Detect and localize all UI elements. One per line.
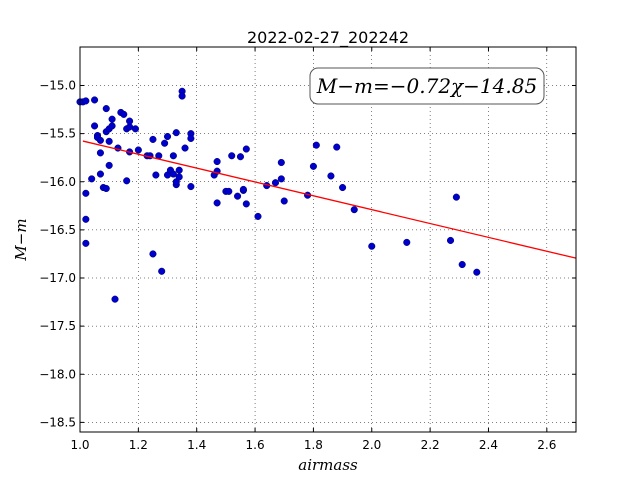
scatter-point <box>234 192 242 200</box>
scatter-point <box>82 189 90 197</box>
scatter-point <box>254 212 262 220</box>
scatter-point <box>123 177 131 185</box>
scatter-point <box>102 105 110 113</box>
x-tick-label: 1.2 <box>129 438 148 452</box>
scatter-point <box>120 110 128 118</box>
y-tick-label: −17.0 <box>39 271 76 285</box>
y-tick-label: −18.0 <box>39 367 76 381</box>
scatter-point <box>105 137 113 145</box>
scatter-point <box>213 199 221 207</box>
scatter-point <box>280 197 288 205</box>
scatter-point <box>96 149 104 157</box>
scatter-point <box>108 115 116 123</box>
scatter-point <box>242 200 250 208</box>
scatter-point <box>158 267 166 275</box>
scatter-point <box>327 172 335 180</box>
scatter-point <box>277 175 285 183</box>
y-tick-label: −16.0 <box>39 175 76 189</box>
scatter-point <box>163 132 172 141</box>
scatter-point <box>149 135 157 143</box>
scatter-point <box>312 141 320 149</box>
scatter-point <box>452 193 460 201</box>
scatter-point <box>149 250 157 258</box>
scatter-point <box>242 145 250 153</box>
chart-title: 2022-02-27_202242 <box>247 28 409 48</box>
scatter-point <box>187 134 195 142</box>
y-tick-label: −15.5 <box>39 127 76 141</box>
annotation-box <box>309 67 545 105</box>
scatter-point <box>458 260 466 269</box>
scatter-point <box>368 242 376 250</box>
scatter-point <box>169 170 177 178</box>
scatter-point <box>187 183 195 191</box>
scatter-point <box>175 166 183 174</box>
scatter-point <box>111 295 119 303</box>
annotation-text: M−m=−0.72χ−14.85 <box>316 74 537 98</box>
scatter-point <box>161 139 169 147</box>
scatter-point <box>169 152 177 160</box>
scatter-point <box>236 153 245 161</box>
scatter-point <box>172 129 180 137</box>
x-tick-label: 1.0 <box>70 438 89 452</box>
axis-ticks: 1.0 1.2 1.4 1.6 1.8 2.0 2.2 2.4 2.6 −15.0 −15.5 −16… <box>39 47 576 452</box>
scatter-point <box>228 152 236 160</box>
scatter-point <box>309 162 317 170</box>
y-tick-label: −15.0 <box>39 79 76 93</box>
fit-line-group <box>82 140 577 259</box>
scatter-point <box>82 215 90 223</box>
scatter-point <box>102 184 110 193</box>
scatter-point <box>213 157 221 166</box>
scatter-point <box>134 146 142 154</box>
scatter-point <box>131 125 139 133</box>
scatter-point <box>225 187 233 195</box>
x-axis-label: airmass <box>298 456 358 474</box>
x-tick-label: 1.6 <box>246 438 265 452</box>
x-tick-label: 2.4 <box>479 438 498 452</box>
y-axis-label: M−m <box>12 218 30 261</box>
scatter-point <box>88 175 96 183</box>
scatter-point <box>105 161 113 169</box>
fit-line <box>82 140 577 259</box>
scatter-point <box>446 236 455 245</box>
scatter-point <box>96 136 104 144</box>
scatter-point <box>239 185 247 193</box>
x-tick-label: 2.0 <box>362 438 381 452</box>
x-tick-label: 1.4 <box>187 438 206 452</box>
scatter-point <box>333 143 341 151</box>
scatter-point <box>181 144 189 152</box>
scatter-points <box>76 87 481 303</box>
scatter-point <box>96 170 104 178</box>
x-tick-label: 2.2 <box>421 438 440 452</box>
scatter-point <box>126 117 134 125</box>
scatter-point <box>152 171 160 179</box>
x-tick-label: 1.8 <box>304 438 323 452</box>
scatter-point <box>403 238 411 246</box>
scatter-point <box>91 122 99 130</box>
x-tick-label: 2.6 <box>537 438 556 452</box>
scatter-point <box>277 158 285 167</box>
y-tick-label: −18.5 <box>39 415 76 429</box>
scatter-point <box>271 179 280 187</box>
grid <box>79 47 576 432</box>
scatter-point <box>108 122 116 130</box>
fit-annotation: M−m=−0.72χ−14.85 <box>309 67 545 105</box>
plot-frame <box>79 46 577 433</box>
scatter-point <box>178 92 186 100</box>
scatter-point <box>82 97 90 105</box>
scatter-point <box>473 268 481 276</box>
scatter-point <box>91 96 99 104</box>
scatter-point <box>339 183 347 192</box>
y-tick-label: −16.5 <box>39 223 76 237</box>
y-tick-label: −17.5 <box>39 319 76 333</box>
scatter-point <box>82 239 90 247</box>
scatter-point <box>350 206 358 214</box>
scatter-point <box>175 173 183 181</box>
